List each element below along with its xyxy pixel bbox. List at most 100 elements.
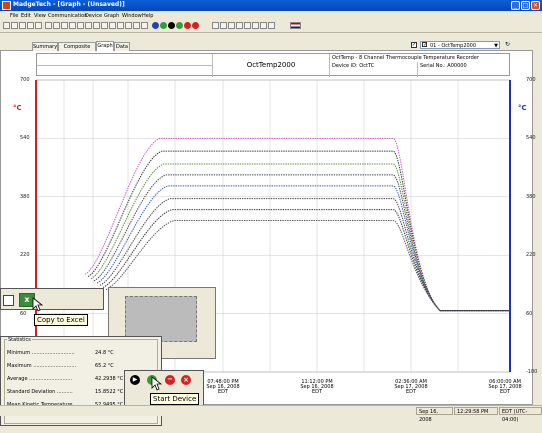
- device-action-icon[interactable]: [176, 22, 183, 29]
- device-select[interactable]: 01 - OctTemp2000 ▼: [420, 41, 500, 49]
- x-tick-tz: EDT: [405, 389, 417, 395]
- toolbar-button-icon[interactable]: [212, 22, 219, 29]
- y-tick-label-right: 700: [526, 77, 536, 83]
- menu-communication[interactable]: Communication: [48, 13, 88, 19]
- y-tick-label-right: 220: [526, 252, 536, 259]
- toolbar-button-icon[interactable]: [125, 22, 132, 29]
- device-name: OctTemp2000: [246, 61, 296, 69]
- menu-device[interactable]: Device: [85, 13, 103, 19]
- device-action-icon[interactable]: [184, 22, 191, 29]
- minimize-button[interactable]: _: [511, 1, 520, 10]
- tab-data[interactable]: Data: [114, 42, 130, 51]
- series-line: [87, 150, 510, 312]
- x-tick-date: Sep 17, 2008: [394, 384, 428, 390]
- stat-label: Standard Deviation: [7, 389, 56, 395]
- tab-composite-graph[interactable]: Composite Graph: [58, 42, 96, 59]
- x-tick-time: 11:12:00 PM: [301, 379, 333, 385]
- menu-edit[interactable]: Edit: [21, 13, 31, 19]
- temperature-chart: [35, 79, 511, 373]
- y-tick-label-right: 540: [526, 135, 536, 142]
- toolbar-button-icon[interactable]: [117, 22, 124, 29]
- menu-view[interactable]: View: [34, 13, 46, 19]
- toolbar-button-icon[interactable]: [228, 22, 235, 29]
- device-action-icon[interactable]: [160, 22, 167, 29]
- toolbar-button-icon[interactable]: [236, 22, 243, 29]
- y-unit-left: °C: [13, 104, 22, 112]
- y-tick-label-left: 700: [20, 77, 30, 83]
- app-icon: [2, 1, 11, 10]
- toolbar-button-icon[interactable]: [244, 22, 251, 29]
- toolbar-button-icon[interactable]: [260, 22, 267, 29]
- title-bar: MadgeTech - [Graph - (Unsaved)] _ □ ×: [0, 0, 542, 11]
- x-tick-tz: EDT: [499, 389, 511, 395]
- table-icon[interactable]: [3, 295, 14, 306]
- start-device-tooltip: Start Device: [150, 393, 200, 405]
- toolbar-button-icon[interactable]: [220, 22, 227, 29]
- x-tick-time: 06:00:00 AM: [489, 379, 521, 385]
- y-tick-label-left: 540: [20, 135, 30, 142]
- x-tick-time: 02:36:00 AM: [395, 379, 427, 385]
- y-tick-label-right: 380: [526, 193, 536, 200]
- toolbar-button-icon[interactable]: [11, 22, 18, 29]
- language-flag-icon[interactable]: [290, 22, 301, 29]
- device-action-icon[interactable]: [152, 22, 159, 29]
- cancel-icon[interactable]: ×: [181, 375, 191, 385]
- toolbar-button-icon[interactable]: [77, 22, 84, 29]
- toolbar-button-icon[interactable]: [252, 22, 259, 29]
- toolbar-button-icon[interactable]: [69, 22, 76, 29]
- x-tick-date: Sep 17, 2008: [488, 384, 522, 390]
- toolbar-button-icon[interactable]: [109, 22, 116, 29]
- toolbar-button-icon[interactable]: [45, 22, 52, 29]
- stat-label: Maximum: [7, 363, 32, 369]
- status-date: Sep 16, 2008: [416, 407, 453, 423]
- maximize-button[interactable]: □: [521, 1, 530, 10]
- play-icon[interactable]: ▶: [130, 375, 140, 385]
- toolbar-button-icon[interactable]: [35, 22, 42, 29]
- toolbar-button-icon[interactable]: [85, 22, 92, 29]
- toolbar-button-icon[interactable]: [3, 22, 10, 29]
- series-line: [84, 137, 510, 312]
- statistics-title: Statistics: [7, 337, 32, 343]
- x-tick-time: 07:48:00 PM: [207, 379, 239, 385]
- toolbar-button-icon[interactable]: [53, 22, 60, 29]
- menu-file[interactable]: File: [10, 13, 19, 19]
- x-tick-label: 07:48:00 PM Sep 16, 2008 EDT: [198, 380, 248, 395]
- toolbar-button-icon[interactable]: [133, 22, 140, 29]
- stop-icon[interactable]: −: [165, 375, 175, 385]
- window-title: MadgeTech - [Graph - (Unsaved)]: [13, 1, 125, 8]
- menu-bar: File Edit View Communication Device Grap…: [0, 11, 542, 20]
- toolbar-button-icon[interactable]: [61, 22, 68, 29]
- stat-value: 15.8522 °C: [95, 389, 124, 395]
- tab-graph[interactable]: Graph: [96, 41, 114, 51]
- stat-label: Average: [7, 376, 28, 382]
- series-line: [93, 174, 510, 312]
- show-device-checkbox[interactable]: ✓: [411, 42, 417, 48]
- tab-summary[interactable]: Summary: [32, 42, 58, 51]
- zoom-selection[interactable]: [125, 296, 197, 342]
- status-bar: Sep 16, 2008 12:29:58 PM EDT (UTC-04:00): [0, 405, 542, 423]
- y-tick-label-left: 60: [20, 310, 27, 317]
- copy-to-excel-tooltip: Copy to Excel: [34, 314, 88, 326]
- close-button[interactable]: ×: [531, 1, 540, 10]
- refresh-icon[interactable]: ↻: [505, 41, 511, 48]
- toolbar-button-icon[interactable]: [268, 22, 275, 29]
- toolbar-button-icon[interactable]: [93, 22, 100, 29]
- menu-window[interactable]: Window: [122, 13, 142, 19]
- series-line: [96, 185, 510, 312]
- series-line: [105, 220, 510, 312]
- device-action-icon[interactable]: [192, 22, 199, 29]
- serial-number: Serial No.: A00000: [420, 63, 467, 69]
- menu-help[interactable]: Help: [142, 13, 154, 19]
- y-tick-label-right: -100: [526, 369, 538, 375]
- y-tick-label-left: 220: [20, 252, 30, 259]
- stat-label: Minimum: [7, 350, 31, 356]
- device-action-icon[interactable]: [168, 22, 175, 29]
- toolbar-button-icon[interactable]: [101, 22, 108, 29]
- toolbar-button-icon[interactable]: [141, 22, 148, 29]
- menu-graph[interactable]: Graph: [104, 13, 120, 19]
- chevron-down-icon: ▼: [494, 43, 498, 49]
- device-checkbox[interactable]: ✓: [422, 42, 428, 48]
- series-line: [99, 198, 510, 312]
- toolbar-button-icon[interactable]: [27, 22, 34, 29]
- toolbar-button-icon[interactable]: [19, 22, 26, 29]
